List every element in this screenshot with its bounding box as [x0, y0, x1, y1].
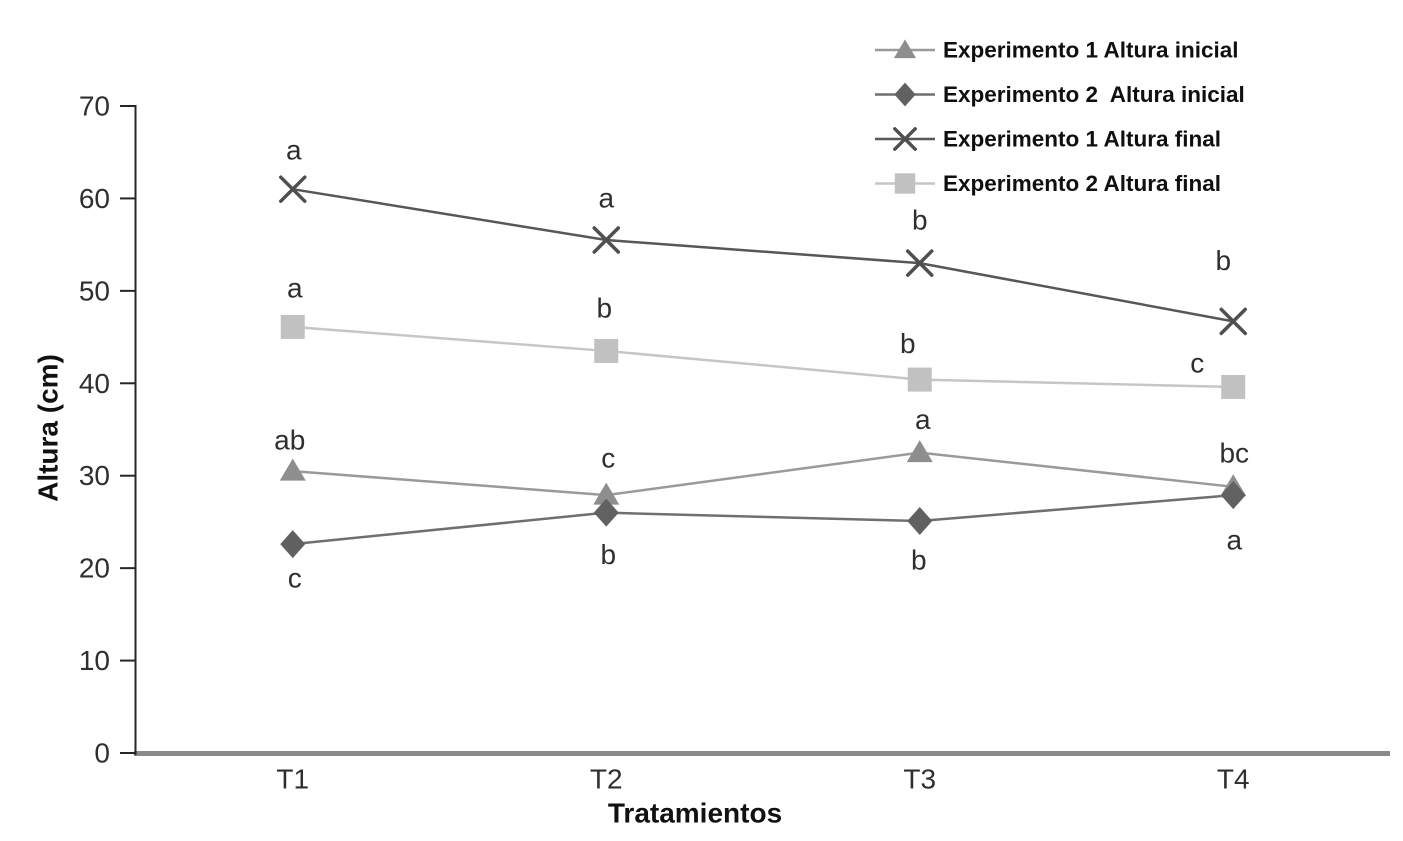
y-tick-label: 0 — [94, 738, 110, 769]
x-tick-label: T4 — [1217, 764, 1250, 795]
point-annotation: a — [598, 183, 614, 214]
y-axis-title: Altura (cm) — [33, 354, 64, 502]
series-line — [292, 451, 1234, 497]
legend-item-label: Experimento 2 Altura inicial — [943, 82, 1245, 107]
point-annotation: b — [911, 545, 927, 576]
triangle-marker — [906, 440, 933, 463]
point-annotation: a — [915, 404, 931, 435]
series-line — [292, 493, 1234, 546]
square-marker — [894, 173, 916, 194]
x-marker — [592, 226, 620, 254]
legend-item-label: Experimento 1 Altura inicial — [943, 38, 1239, 63]
point-annotation: c — [288, 563, 302, 594]
x-tick-label: T1 — [276, 764, 309, 795]
y-tick-label: 20 — [79, 553, 110, 584]
x-tick-label: T2 — [590, 764, 623, 795]
point-annotation: b — [900, 328, 916, 359]
x-marker — [1219, 307, 1247, 336]
diamond-marker — [1220, 481, 1246, 510]
series-line — [292, 325, 1234, 389]
y-tick-label: 60 — [79, 183, 110, 214]
y-tick-label: 30 — [79, 460, 110, 491]
diamond-marker — [894, 82, 916, 107]
triangle-marker — [893, 39, 917, 59]
x-tick-label: T3 — [903, 764, 936, 795]
point-annotation: c — [601, 443, 615, 474]
legend-item-label: Experimento 2 Altura final — [943, 171, 1221, 196]
point-annotation: b — [600, 539, 616, 570]
point-annotation: b — [912, 205, 928, 236]
series-line — [292, 187, 1234, 323]
point-annotation: b — [1215, 245, 1231, 276]
x-marker — [279, 175, 307, 203]
y-tick-label: 50 — [79, 275, 110, 306]
point-annotation: bc — [1219, 437, 1249, 468]
triangle-marker — [593, 482, 620, 505]
y-tick-label: 10 — [79, 645, 110, 676]
x-marker — [906, 249, 934, 277]
square-marker — [280, 314, 305, 339]
point-annotation: a — [286, 135, 302, 166]
diamond-marker — [907, 507, 933, 536]
triangle-marker — [279, 458, 306, 481]
point-annotation: a — [1226, 525, 1242, 556]
point-annotation: b — [596, 292, 612, 323]
point-annotation: c — [1190, 347, 1204, 378]
square-marker — [594, 338, 619, 363]
square-marker — [907, 367, 932, 392]
point-annotation: a — [287, 272, 303, 303]
point-annotation: ab — [274, 425, 305, 456]
y-tick-label: 40 — [79, 368, 110, 399]
x-marker — [893, 127, 917, 151]
diamond-marker — [593, 498, 619, 527]
y-tick-label: 70 — [79, 91, 110, 122]
legend-item-label: Experimento 1 Altura final — [943, 127, 1221, 152]
square-marker — [1221, 374, 1246, 399]
x-axis-title: Tratamientos — [608, 798, 782, 829]
diamond-marker — [280, 530, 306, 559]
